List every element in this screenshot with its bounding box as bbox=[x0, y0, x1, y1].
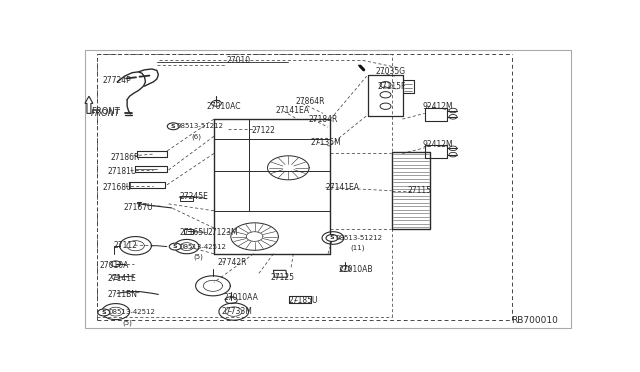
Bar bbox=[184, 230, 193, 234]
Text: 08513-42512: 08513-42512 bbox=[179, 244, 226, 250]
Text: S: S bbox=[173, 244, 177, 249]
Text: (5): (5) bbox=[193, 253, 203, 260]
Text: 27184R: 27184R bbox=[308, 115, 337, 124]
Circle shape bbox=[98, 309, 110, 316]
Text: 27125: 27125 bbox=[271, 273, 295, 282]
Text: 27115: 27115 bbox=[408, 186, 431, 195]
Text: 27010AC: 27010AC bbox=[207, 102, 241, 111]
Text: 08513-42512: 08513-42512 bbox=[109, 310, 156, 315]
Text: 2711BN: 2711BN bbox=[108, 290, 138, 299]
Text: 27165U: 27165U bbox=[179, 228, 209, 237]
Circle shape bbox=[169, 243, 181, 250]
Text: S: S bbox=[330, 235, 334, 240]
Text: 27245E: 27245E bbox=[179, 192, 208, 201]
Text: 27733M: 27733M bbox=[221, 307, 252, 316]
Text: 27141EA: 27141EA bbox=[326, 183, 360, 192]
Text: 08513-51212: 08513-51212 bbox=[177, 123, 224, 129]
Text: 27010A: 27010A bbox=[100, 261, 129, 270]
Text: S: S bbox=[171, 124, 175, 129]
Text: 27112: 27112 bbox=[114, 241, 138, 250]
Bar bbox=[180, 196, 193, 201]
Text: 08513-51212: 08513-51212 bbox=[335, 235, 383, 241]
Text: 27010AB: 27010AB bbox=[339, 265, 373, 274]
Text: RB700010: RB700010 bbox=[511, 316, 558, 325]
Text: 27141EA: 27141EA bbox=[276, 106, 310, 115]
Text: 27010: 27010 bbox=[227, 56, 250, 65]
Text: 27115F: 27115F bbox=[378, 82, 406, 91]
Text: (5): (5) bbox=[122, 319, 132, 326]
Text: 27135M: 27135M bbox=[310, 138, 341, 147]
Text: 27724P: 27724P bbox=[102, 76, 131, 85]
Text: 27123M: 27123M bbox=[208, 228, 239, 237]
Text: 27181U: 27181U bbox=[108, 167, 137, 176]
Text: S: S bbox=[102, 310, 106, 315]
Text: 27864R: 27864R bbox=[296, 97, 325, 106]
Text: 27010AA: 27010AA bbox=[224, 293, 259, 302]
Text: 27185U: 27185U bbox=[288, 296, 318, 305]
Text: 27742R: 27742R bbox=[218, 258, 248, 267]
Text: 27035G: 27035G bbox=[375, 67, 405, 76]
Circle shape bbox=[326, 235, 338, 241]
Text: 27168U: 27168U bbox=[102, 183, 132, 192]
Text: 27141E: 27141E bbox=[108, 275, 136, 283]
Text: 27167U: 27167U bbox=[124, 203, 153, 212]
Text: (6): (6) bbox=[191, 133, 202, 140]
Text: 27186R: 27186R bbox=[111, 153, 140, 162]
Text: 92412M: 92412M bbox=[422, 102, 453, 111]
Text: FRONT: FRONT bbox=[91, 109, 120, 118]
Text: (11): (11) bbox=[350, 245, 365, 251]
Text: 27122: 27122 bbox=[251, 126, 275, 135]
Text: FRONT: FRONT bbox=[91, 108, 120, 116]
Text: 92412M: 92412M bbox=[422, 140, 453, 150]
Circle shape bbox=[167, 123, 179, 130]
